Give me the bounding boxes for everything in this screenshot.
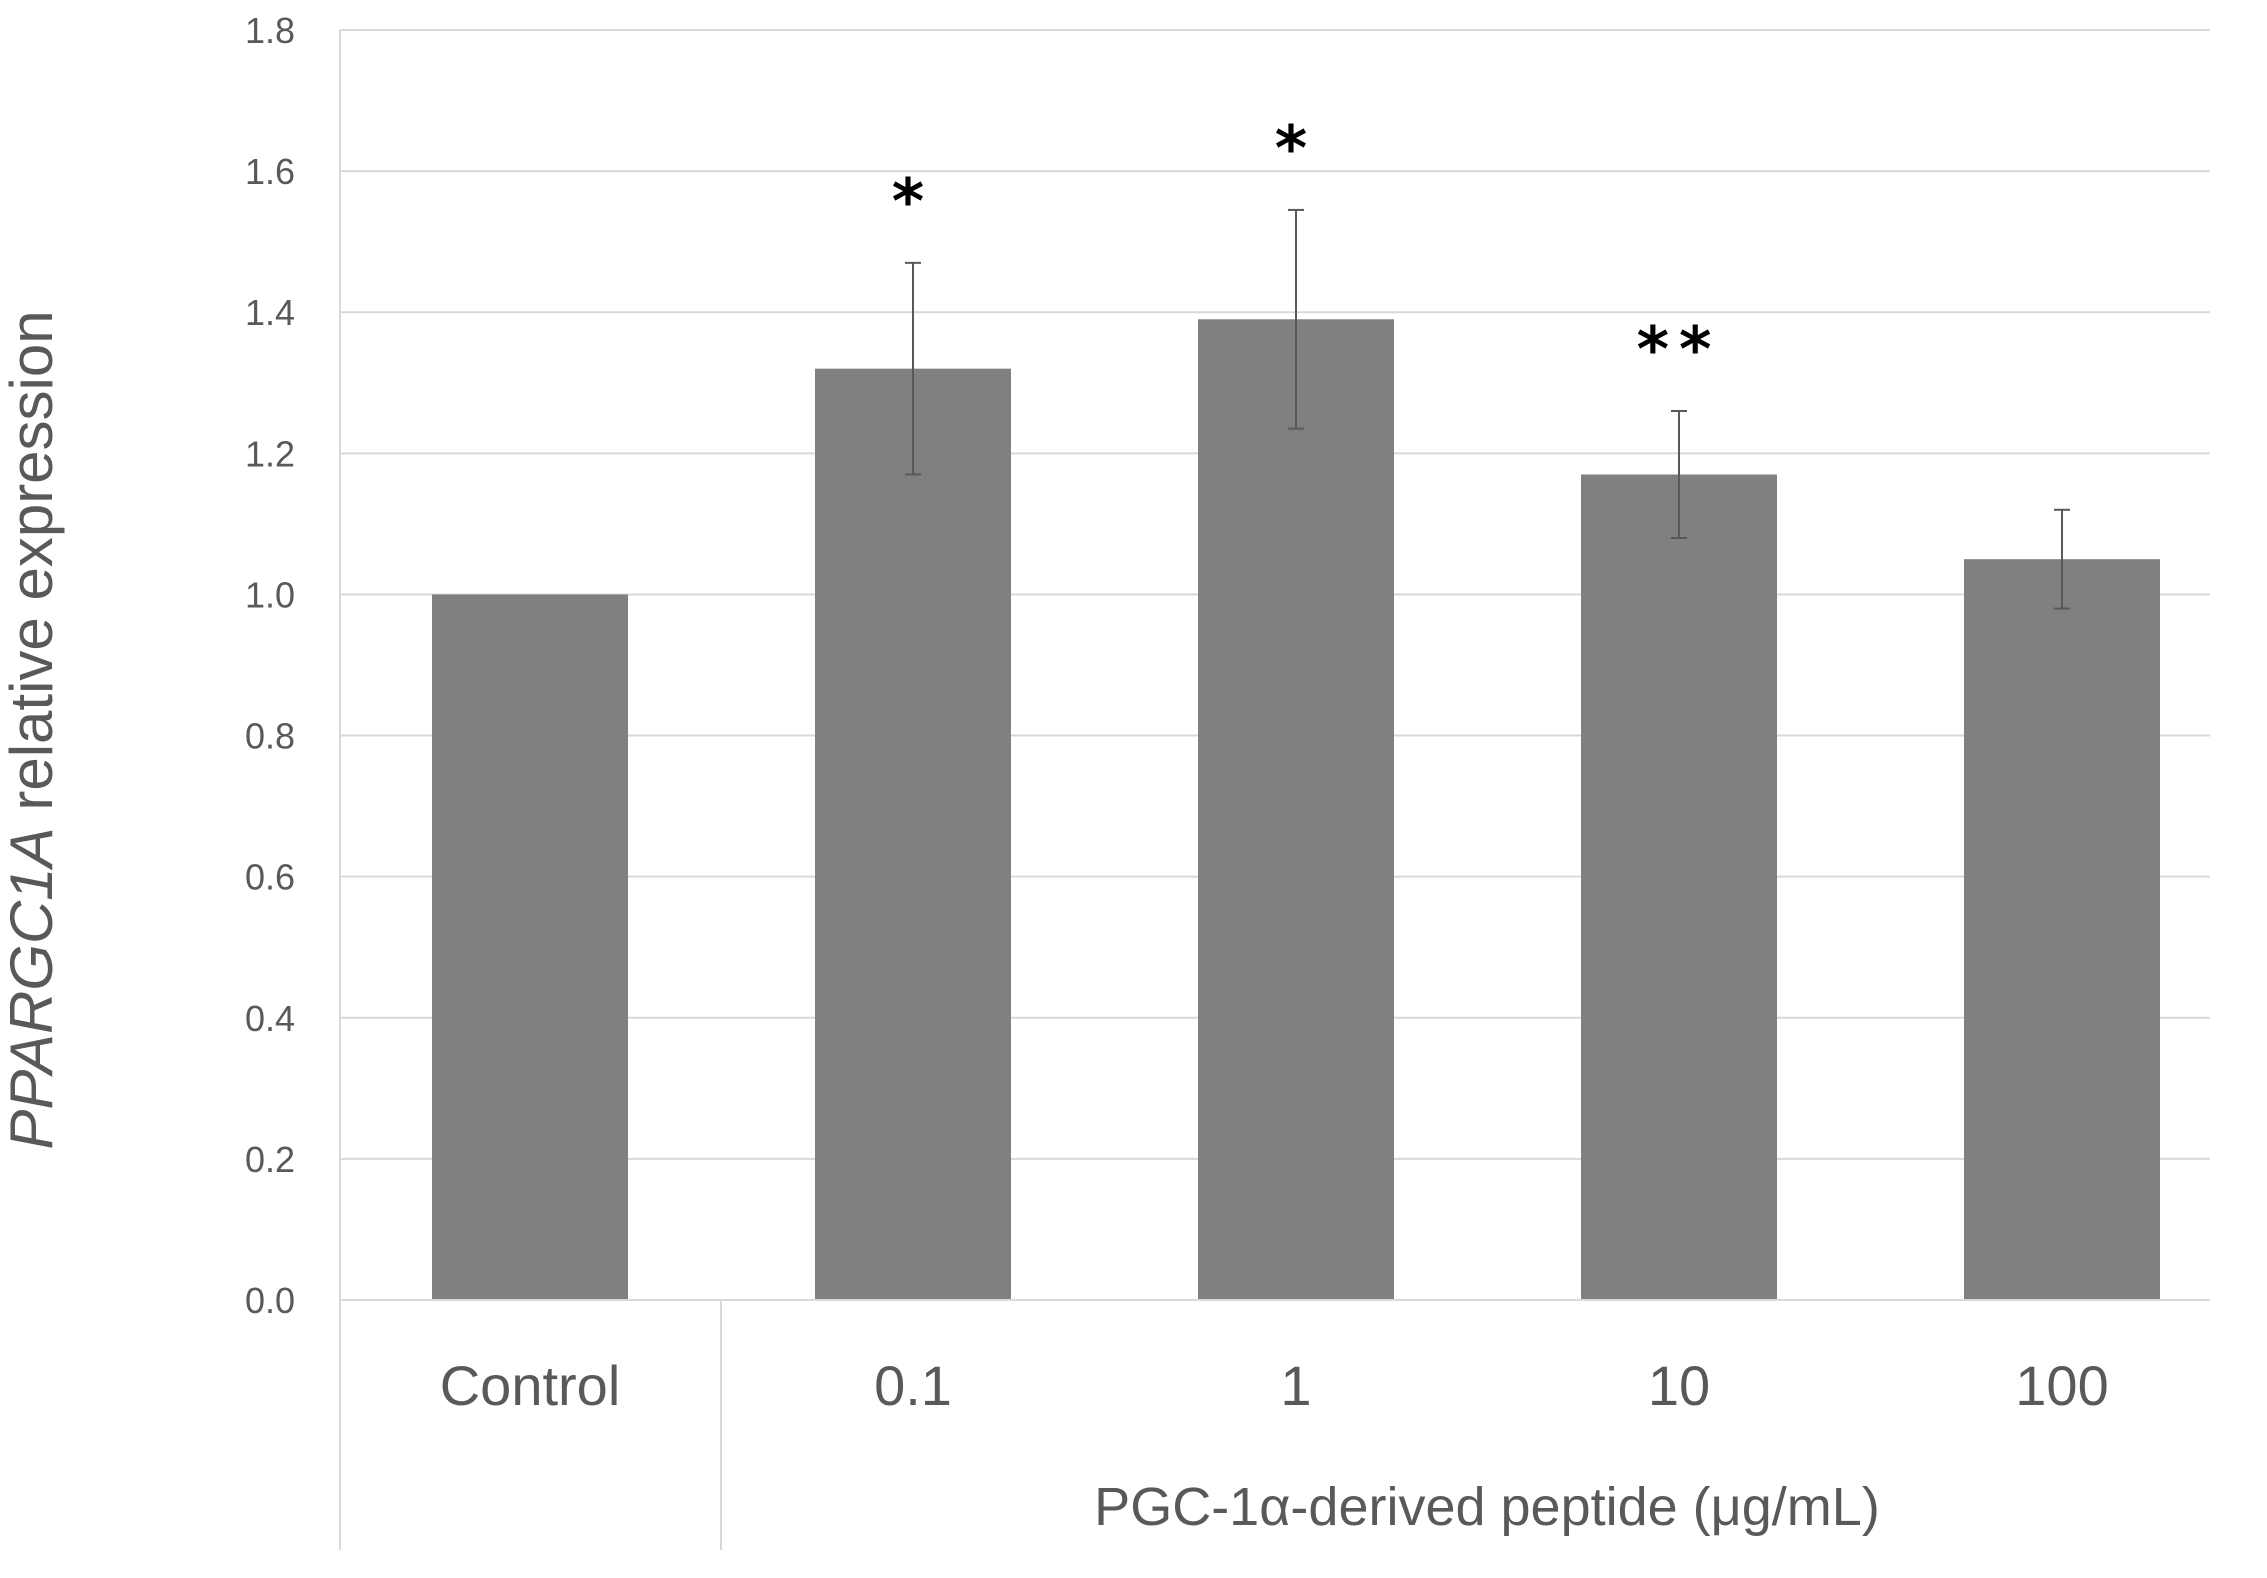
y-axis-label-gene: PPARGC1A: [0, 827, 65, 1149]
y-tick-labels: 0.0 0.2 0.4 0.6 0.8 1.0 1.2 1.4 1.6 1.8: [245, 10, 295, 1321]
y-tick-label: 1.0: [245, 574, 295, 615]
x-category-label: 10: [1648, 1354, 1710, 1417]
x-category-label: Control: [440, 1354, 621, 1417]
y-tick-label: 1.6: [245, 151, 295, 192]
significance-marker: *: [892, 165, 934, 238]
x-category-label: 0.1: [874, 1354, 952, 1417]
bar: [815, 368, 1011, 1301]
y-tick-label: 0.8: [245, 716, 295, 757]
significance-marker: *: [1275, 112, 1317, 185]
significance-marker: **: [1637, 313, 1722, 386]
y-tick-label: 1.8: [245, 10, 295, 51]
bars: [432, 319, 2160, 1301]
x-axis-group-label: PGC-1α-derived peptide (μg/mL): [1094, 1477, 1880, 1537]
x-category-labels: Control 0.1 1 10 100: [440, 1354, 2109, 1417]
y-tick-label: 0.0: [245, 1280, 295, 1321]
y-tick-label: 0.2: [245, 1139, 295, 1180]
y-axis-label-text: relative expression: [0, 310, 65, 827]
bar: [432, 594, 628, 1300]
x-category-label: 100: [2015, 1354, 2108, 1417]
axes: [339, 30, 2210, 1550]
significance-markers: ****: [892, 112, 1722, 386]
x-category-label: 1: [1280, 1354, 1311, 1417]
y-axis-label: PPARGC1A relative expression: [0, 310, 65, 1149]
bar: [1964, 559, 2160, 1300]
y-tick-label: 0.6: [245, 857, 295, 898]
error-bars: [905, 208, 2070, 610]
bar: [1198, 319, 1394, 1300]
y-tick-label: 1.4: [245, 292, 295, 333]
bar: [1581, 474, 1777, 1300]
y-tick-label: 0.4: [245, 998, 295, 1039]
y-tick-label: 1.2: [245, 433, 295, 474]
